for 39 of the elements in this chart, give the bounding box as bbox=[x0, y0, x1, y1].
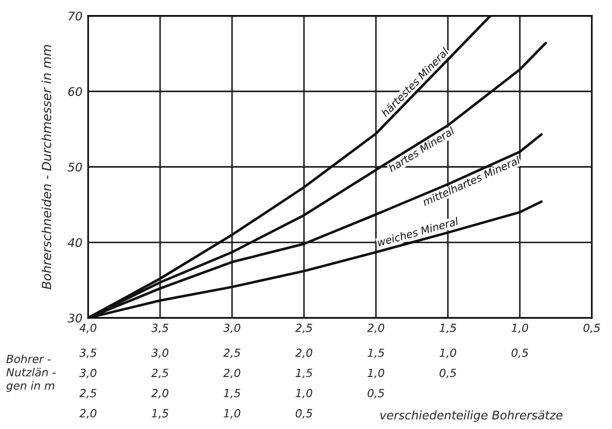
x-tick-label: 2,5 bbox=[295, 324, 312, 334]
text: 0,5 bbox=[368, 388, 384, 398]
text: 2,5 bbox=[151, 368, 168, 378]
text: 3,5 bbox=[79, 348, 96, 358]
x-tick-label: 3,0 bbox=[223, 324, 240, 334]
text: 2,0 bbox=[295, 348, 312, 358]
text: 2,5 bbox=[223, 348, 240, 358]
text: verschiedenteilige Bohrersätze bbox=[380, 410, 562, 422]
text: 1,5 bbox=[368, 348, 384, 358]
x-tick-label: 4,0 bbox=[79, 324, 96, 334]
text: 1,5 bbox=[224, 389, 240, 398]
y-tick-label: 30 bbox=[68, 314, 82, 323]
x-tick-label: 2,0 bbox=[367, 324, 384, 334]
text: 0,5 bbox=[296, 409, 312, 419]
text: 1,5 bbox=[152, 409, 168, 419]
text: 0,5 bbox=[512, 348, 528, 358]
text: 2,0 bbox=[151, 388, 168, 398]
text: 3,0 bbox=[151, 348, 168, 358]
text: 0,5 bbox=[440, 368, 456, 378]
x-tick-label: 0,5 bbox=[584, 324, 600, 334]
y-tick-label: 70 bbox=[68, 12, 82, 21]
text: 3,0 bbox=[79, 368, 96, 378]
y-tick-label: 50 bbox=[68, 162, 82, 172]
text: 1,0 bbox=[368, 368, 384, 378]
x-tick-label: 1,0 bbox=[512, 324, 528, 334]
text: 2,0 bbox=[79, 409, 96, 419]
text: weiches Mineral bbox=[376, 216, 459, 246]
y-tick-label: 40 bbox=[68, 238, 82, 248]
text: 1,0 bbox=[440, 348, 456, 358]
text: 1,0 bbox=[296, 388, 312, 398]
text: 2,5 bbox=[79, 388, 96, 398]
text: 1,0 bbox=[224, 409, 240, 419]
y-axis-title: Bohrerschneiden - Durchmesser in mm bbox=[42, 45, 52, 290]
x-tick-label: 1,5 bbox=[440, 324, 456, 334]
x-tick-label: 3,5 bbox=[151, 324, 168, 334]
y-tick-label: 60 bbox=[68, 87, 82, 96]
text: 2,0 bbox=[223, 368, 240, 378]
text: 1,5 bbox=[296, 368, 312, 378]
x-axis-title: Bohrer - Nutzlän - gen in m bbox=[6, 354, 56, 392]
